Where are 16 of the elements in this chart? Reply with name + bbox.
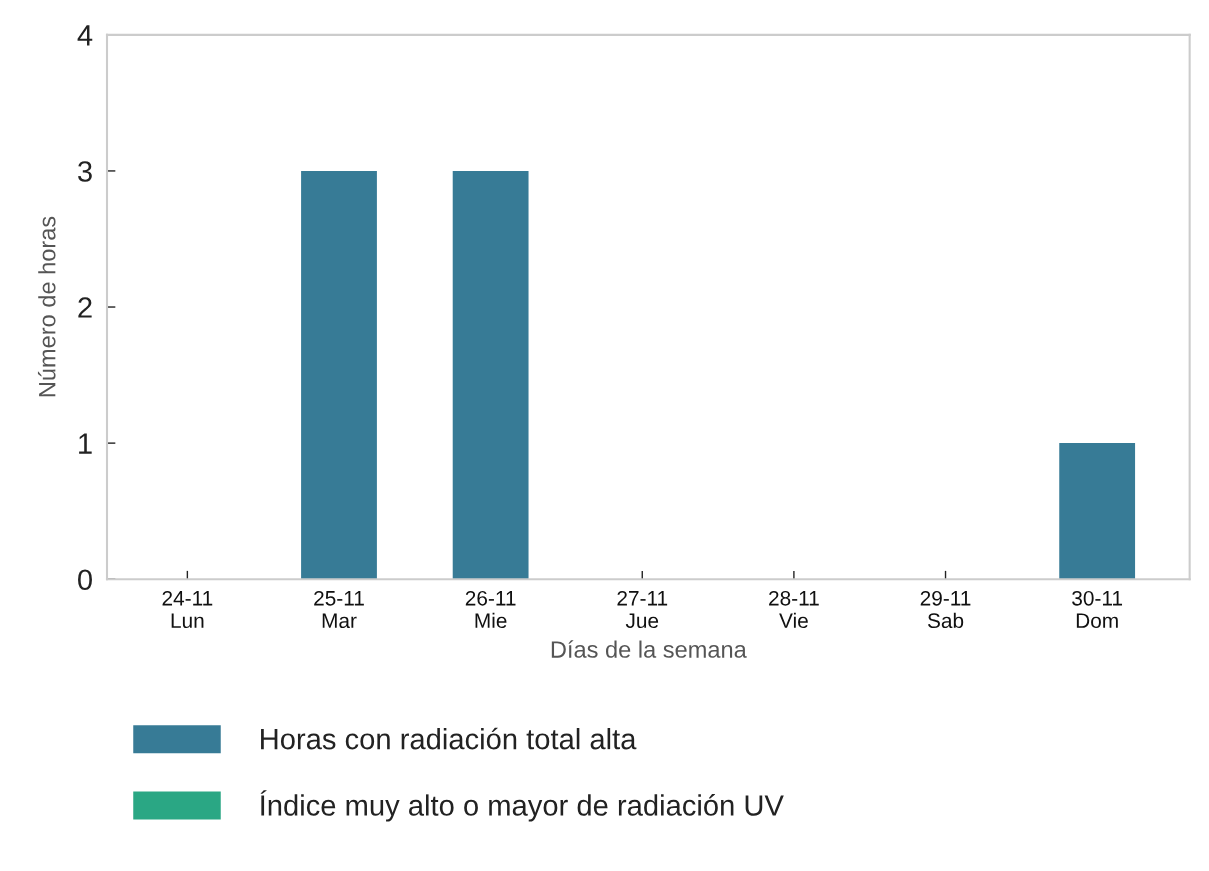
y-tick-label: 0	[78, 569, 92, 591]
legend-label: Índice muy alto o mayor de radiación UV	[260, 790, 784, 822]
y-tick-label: 3	[78, 161, 92, 182]
x-tick-label: 29-11 Sab	[920, 590, 971, 629]
x-tick-label: 25-11 Mar	[314, 590, 364, 629]
x-tick-label: 27-11 Jue	[617, 590, 668, 629]
legend-label: Horas con radiación total alta	[261, 727, 637, 750]
x-tick-label: 26-11 Mie	[465, 590, 516, 629]
x-tick-label: 24-11 Lun	[162, 590, 213, 629]
x-axis-title: Días de la semana	[551, 640, 747, 658]
y-tick-label: 2	[78, 297, 92, 318]
x-tick-label: 28-11 Vie	[769, 590, 819, 629]
y-axis-title: Número de horas	[37, 216, 56, 397]
x-tick-label: 30-11 Dom	[1072, 590, 1123, 629]
y-tick-label: 4	[77, 25, 93, 46]
y-tick-label: 1	[79, 433, 92, 454]
